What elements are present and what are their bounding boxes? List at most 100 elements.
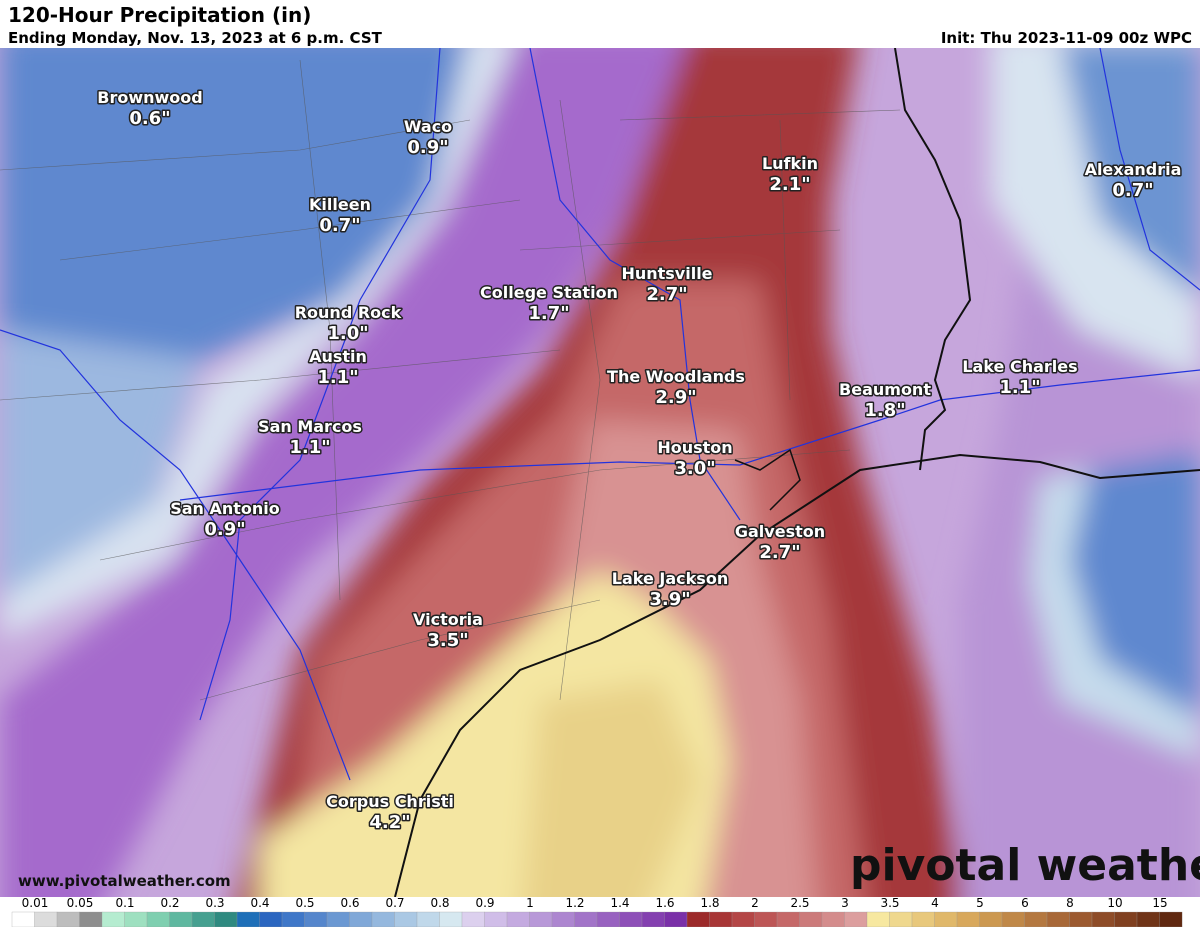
city-value: 0.9" <box>407 137 448 158</box>
legend-swatch <box>799 911 823 927</box>
legend-swatch <box>1024 911 1048 927</box>
legend-label: 1.4 <box>610 896 629 910</box>
city-name: Alexandria <box>1085 160 1182 179</box>
city-value: 1.1" <box>317 367 358 388</box>
legend-label: 10 <box>1107 896 1122 910</box>
city-value: 2.7" <box>759 542 800 563</box>
legend-label: 8 <box>1066 896 1074 910</box>
city-name: Austin <box>309 347 367 366</box>
url: www.pivotalweather.com <box>18 872 231 890</box>
city-value: 0.7" <box>319 215 360 236</box>
city-name: Houston <box>657 438 732 457</box>
legend-swatch <box>1159 911 1183 927</box>
legend-swatch <box>709 911 733 927</box>
legend: 0.01 0.05 0.1 0.2 0.3 0.4 0.5 0.6 0.7 0.8 0.9 1 1.2 1… <box>11 896 1183 927</box>
legend-swatch <box>191 911 215 927</box>
init-time: Init: Thu 2023-11-09 00z WPC <box>941 29 1192 47</box>
city-name: Waco <box>404 117 452 136</box>
city-name: College Station <box>480 283 618 302</box>
city-value: 1.1" <box>289 437 330 458</box>
legend-label: 0.3 <box>205 896 224 910</box>
legend-swatch <box>34 911 58 927</box>
city-value: 4.2" <box>369 812 410 833</box>
city-name: Beaumont <box>839 380 931 399</box>
legend-label: 5 <box>976 896 984 910</box>
legend-swatch <box>619 911 643 927</box>
legend-label: 2.5 <box>790 896 809 910</box>
legend-label: 4 <box>931 896 939 910</box>
legend-swatch <box>911 911 935 927</box>
legend-label: 1.8 <box>700 896 719 910</box>
legend-label: 3 <box>841 896 849 910</box>
legend-swatch <box>146 911 170 927</box>
legend-swatch <box>664 911 688 927</box>
legend-swatch <box>956 911 980 927</box>
legend-label: 2 <box>751 896 759 910</box>
legend-label: 0.7 <box>385 896 404 910</box>
legend-swatch <box>214 911 238 927</box>
legend-swatch <box>394 911 418 927</box>
city-name: Round Rock <box>295 303 402 322</box>
city-name: Lake Charles <box>962 357 1077 376</box>
city-value: 3.0" <box>674 458 715 479</box>
legend-swatch <box>11 911 35 927</box>
legend-swatch <box>1001 911 1025 927</box>
legend-swatch <box>56 911 80 927</box>
legend-label: 1.6 <box>655 896 674 910</box>
city-value: 1.0" <box>327 323 368 344</box>
legend-swatch <box>776 911 800 927</box>
city-name: San Antonio <box>170 499 280 518</box>
legend-swatch <box>731 911 755 927</box>
legend-swatch <box>169 911 193 927</box>
legend-swatch <box>686 911 710 927</box>
legend-label: 0.01 <box>22 896 49 910</box>
legend-label: 0.9 <box>475 896 494 910</box>
legend-swatch <box>439 911 463 927</box>
legend-label: 1 <box>526 896 534 910</box>
legend-label: 0.6 <box>340 896 359 910</box>
legend-swatch <box>641 911 665 927</box>
legend-swatch <box>281 911 305 927</box>
legend-label: 0.2 <box>160 896 179 910</box>
city-name: Killeen <box>309 195 371 214</box>
legend-swatch <box>304 911 328 927</box>
legend-label: 0.1 <box>115 896 134 910</box>
city-value: 1.1" <box>999 377 1040 398</box>
legend-swatch <box>79 911 103 927</box>
city-value: 3.9" <box>649 589 690 610</box>
legend-label: 3.5 <box>880 896 899 910</box>
legend-swatch <box>461 911 485 927</box>
legend-swatch <box>934 911 958 927</box>
legend-swatch <box>484 911 508 927</box>
legend-swatch <box>259 911 283 927</box>
header-bg <box>0 0 1200 48</box>
map <box>0 48 1200 897</box>
legend-swatch <box>1046 911 1070 927</box>
legend-swatch <box>236 911 260 927</box>
legend-label: 1.2 <box>565 896 584 910</box>
legend-swatch <box>101 911 125 927</box>
legend-swatch <box>1114 911 1138 927</box>
legend-swatch <box>844 911 868 927</box>
legend-swatch <box>349 911 373 927</box>
legend-swatch <box>326 911 350 927</box>
city-value: 1.7" <box>528 303 569 324</box>
city-name: San Marcos <box>258 417 362 436</box>
legend-swatch <box>416 911 440 927</box>
legend-swatch <box>529 911 553 927</box>
legend-swatch <box>1136 911 1160 927</box>
city-name: Lake Jackson <box>612 569 728 588</box>
city-name: Corpus Christi <box>326 792 454 811</box>
city-value: 0.6" <box>129 108 170 129</box>
city-name: The Woodlands <box>607 367 745 386</box>
city-name: Lufkin <box>762 154 818 173</box>
legend-label: 15 <box>1152 896 1167 910</box>
city-value: 2.9" <box>655 387 696 408</box>
subtitle: Ending Monday, Nov. 13, 2023 at 6 p.m. C… <box>8 29 383 47</box>
legend-swatch <box>1091 911 1115 927</box>
legend-swatch <box>124 911 148 927</box>
legend-swatch <box>889 911 913 927</box>
legend-label: 0.8 <box>430 896 449 910</box>
city-name: Huntsville <box>621 264 712 283</box>
